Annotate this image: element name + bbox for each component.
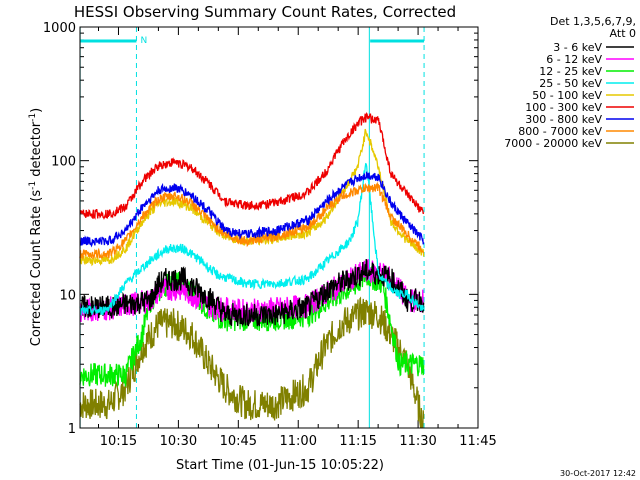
plot-frame xyxy=(79,26,479,429)
y-axis-label: Corrected Count Rate (s-1 detector-1) xyxy=(28,108,44,346)
legend-entry-label: 12 - 25 keV xyxy=(539,65,602,78)
legend-entry-label: 7000 - 20000 keV xyxy=(504,137,602,150)
series-line xyxy=(79,128,425,267)
series-line xyxy=(79,181,425,259)
legend-entry-label: 50 - 100 keV xyxy=(532,89,602,102)
legend-header-attenuator: Att 0 xyxy=(610,27,636,40)
data-series xyxy=(79,112,425,429)
legend-entry-label: 100 - 300 keV xyxy=(525,101,602,114)
y-tick-label: 100 xyxy=(51,155,76,170)
x-tick-label: 11:30 xyxy=(399,434,436,449)
y-tick-label: 10 xyxy=(59,288,76,303)
y-tick-label: 1000 xyxy=(43,21,76,36)
series-line xyxy=(79,171,425,248)
x-tick-label: 10:30 xyxy=(160,434,197,449)
x-tick-label: 10:45 xyxy=(220,434,257,449)
series-line xyxy=(79,162,425,317)
y-tick-label: 1 xyxy=(68,422,76,437)
legend-entry-label: 300 - 800 keV xyxy=(525,113,602,126)
plot-border xyxy=(79,26,479,429)
timestamp: 30-Oct-2017 12:42 xyxy=(560,469,636,478)
legend-entry-label: 6 - 12 keV xyxy=(546,53,602,66)
x-tick-label: 11:15 xyxy=(339,434,376,449)
mode-bar-label: N xyxy=(140,36,147,46)
legend-entry-label: 25 - 50 keV xyxy=(539,77,602,90)
x-tick-label: 11:45 xyxy=(459,434,496,449)
chart-title: HESSI Observing Summary Count Rates, Cor… xyxy=(74,3,456,21)
series-line xyxy=(79,296,425,429)
legend-entry-label: 3 - 6 keV xyxy=(553,41,602,54)
x-tick-label: 11:00 xyxy=(280,434,317,449)
series-line xyxy=(79,258,425,327)
series-line xyxy=(79,112,425,220)
legend-entry-label: 800 - 7000 keV xyxy=(518,125,602,138)
legend-header-detectors: Det 1,3,5,6,7,9, xyxy=(550,15,636,28)
x-tick-label: 10:15 xyxy=(100,434,137,449)
x-axis-label: Start Time (01-Jun-15 10:05:22) xyxy=(176,458,384,473)
